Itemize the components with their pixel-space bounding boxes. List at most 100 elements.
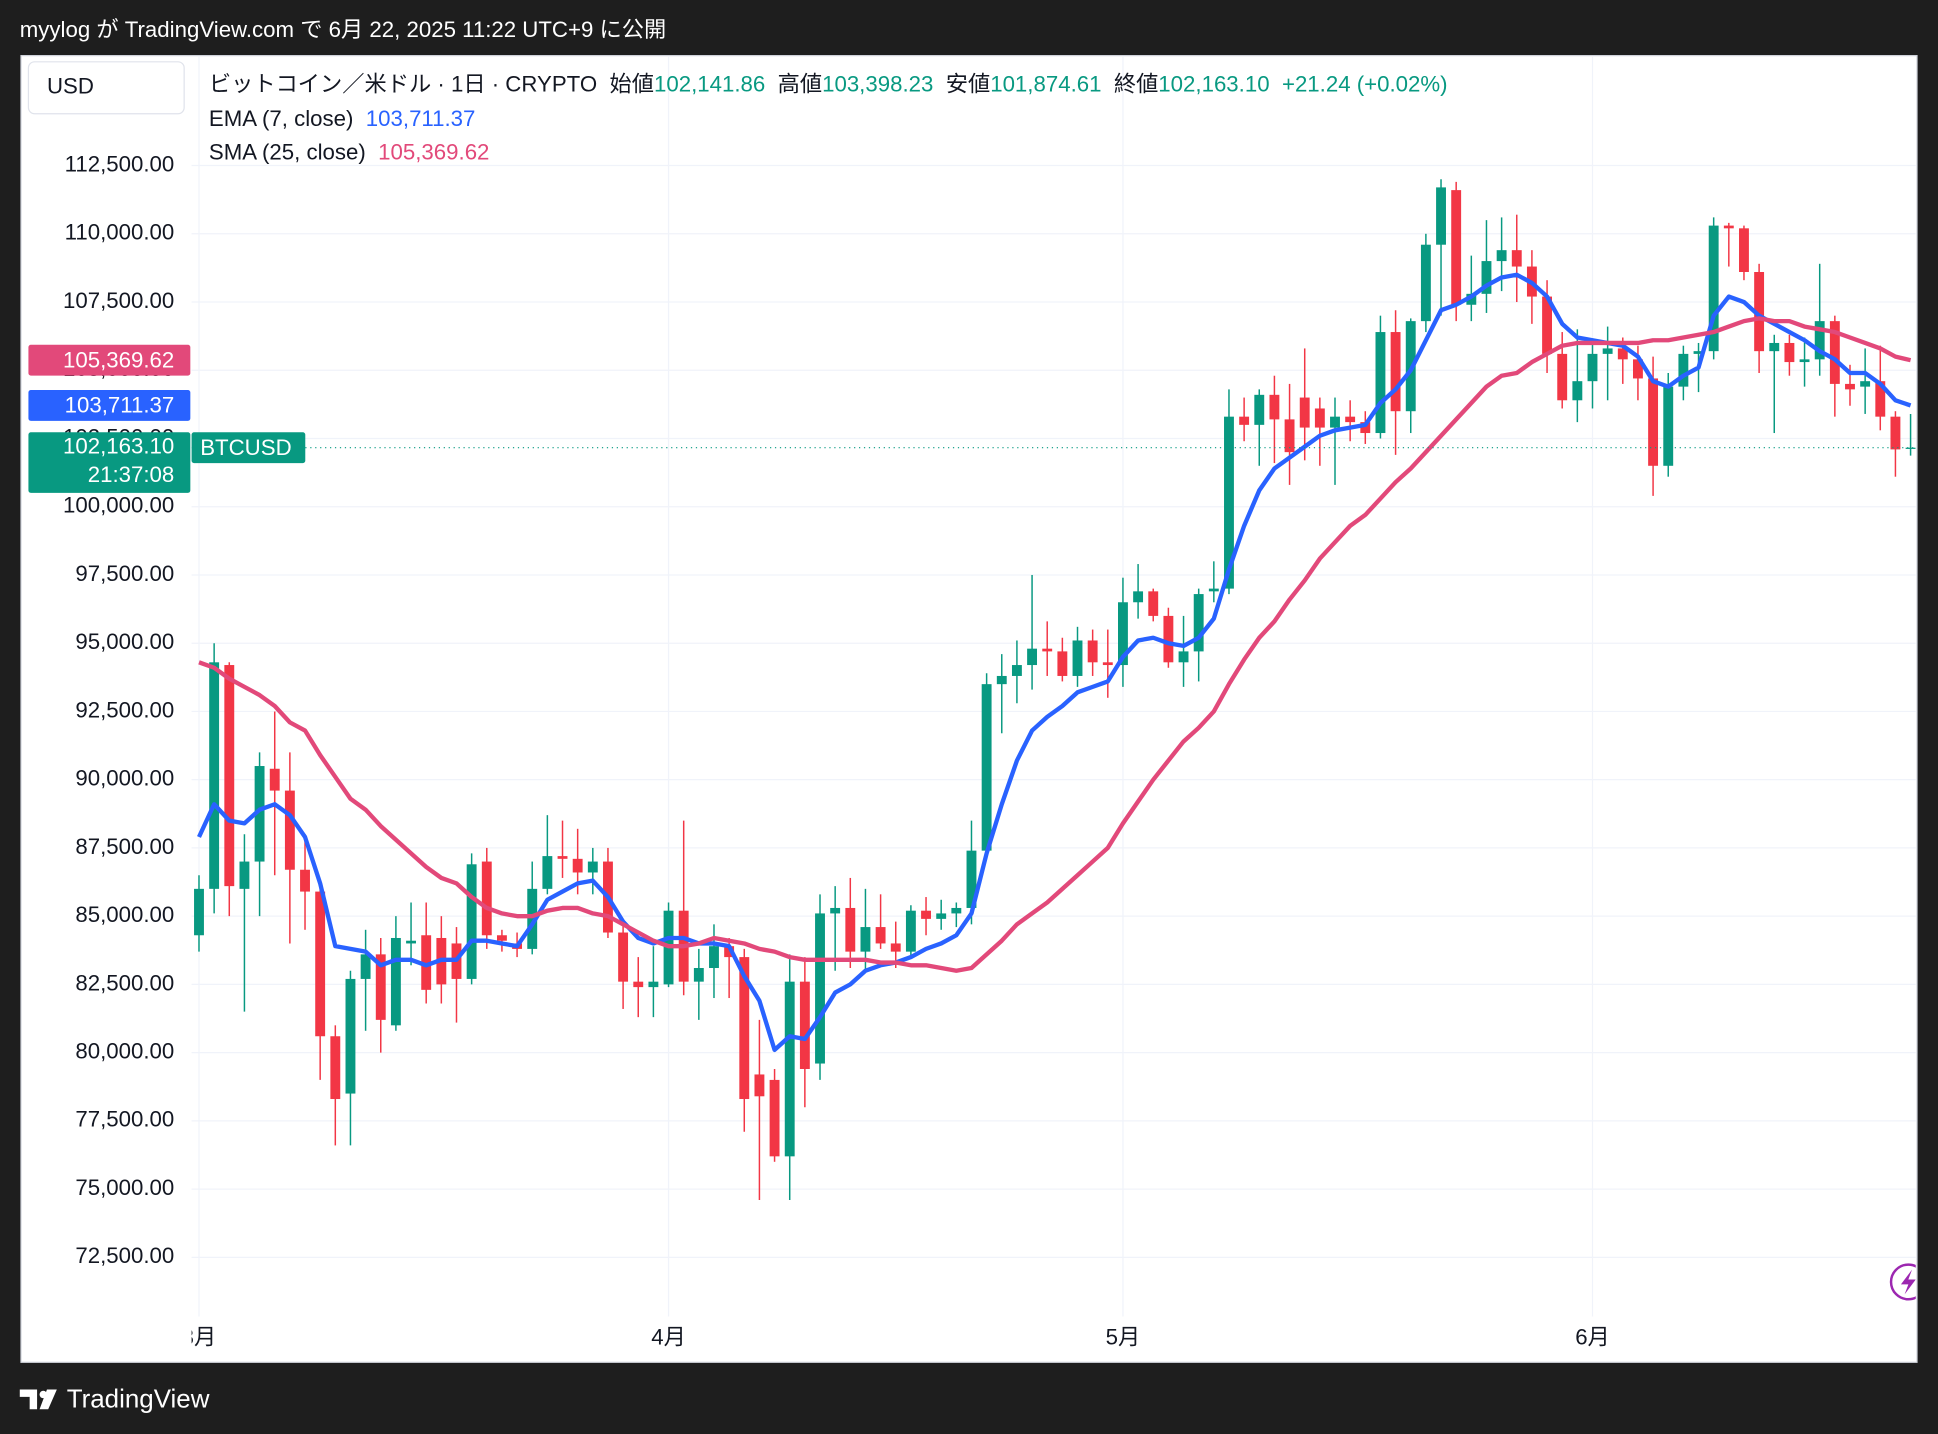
legend-text: 105,369.62 xyxy=(378,139,489,164)
candle-body xyxy=(1011,665,1022,676)
candle-body xyxy=(739,957,750,1100)
candle-body xyxy=(618,932,629,982)
legend-text: 安値 xyxy=(946,71,990,96)
series-price-label: 105,369.62 xyxy=(63,347,174,372)
alert-icon[interactable] xyxy=(1889,1263,1926,1301)
legend-text: 102,163.10 xyxy=(1158,71,1269,96)
y-tick-label: 97,500.00 xyxy=(75,561,174,586)
legend-text: SMA (25, close) xyxy=(209,139,366,164)
candle-body xyxy=(905,910,916,952)
legend-sma: SMA (25, close) 105,369.62 xyxy=(209,139,490,164)
candle-body xyxy=(542,856,553,889)
candle-body xyxy=(1617,348,1628,360)
candle-body xyxy=(1420,244,1431,322)
candle-body xyxy=(815,913,825,1064)
candle-body xyxy=(209,662,220,889)
candle-body xyxy=(1072,640,1083,676)
candle-body xyxy=(1390,332,1401,412)
candle-body xyxy=(966,850,977,908)
candle-body xyxy=(194,888,204,936)
candle-body xyxy=(784,981,795,1157)
candle-body xyxy=(633,981,644,988)
y-tick-label: 77,500.00 xyxy=(75,1107,174,1132)
candle-body xyxy=(1269,394,1280,420)
x-tick-label: 3月 xyxy=(182,1325,217,1350)
candle-body xyxy=(875,927,886,944)
candle-body xyxy=(1466,293,1477,305)
candle-body xyxy=(254,766,265,862)
candle-body xyxy=(1557,353,1568,401)
legend-text: 高値 xyxy=(778,71,822,96)
plot-area xyxy=(191,179,1916,1201)
candle-body xyxy=(1254,394,1265,425)
candle-body xyxy=(466,864,477,979)
candle-body xyxy=(1739,228,1749,273)
candle-body xyxy=(1163,615,1174,663)
candle-body xyxy=(1239,416,1250,425)
candle-body xyxy=(390,937,401,1026)
y-tick-label: 92,500.00 xyxy=(75,697,174,722)
x-tick-label: 5月 xyxy=(1106,1325,1141,1350)
publish-header: myylog が TradingView.com で 6月 22, 2025 1… xyxy=(20,17,666,42)
y-tick-label: 112,500.00 xyxy=(65,151,175,176)
candle-body xyxy=(709,946,719,969)
candle-body xyxy=(527,888,538,949)
footer-logo xyxy=(19,1389,57,1410)
symbol-tag-label: BTCUSD xyxy=(200,435,291,460)
candle-body xyxy=(1663,386,1674,466)
candle-body xyxy=(1330,416,1340,428)
candle-body xyxy=(239,861,250,889)
countdown-label: 21:37:08 xyxy=(88,462,175,487)
candle-body xyxy=(936,913,947,919)
candle-body xyxy=(1814,321,1825,360)
candle-body xyxy=(496,935,507,941)
candle-body xyxy=(421,935,432,990)
candle-body xyxy=(406,940,416,944)
candle-body xyxy=(1572,381,1583,401)
y-tick-label: 85,000.00 xyxy=(75,902,174,927)
candle-body xyxy=(1345,416,1356,423)
candle-body xyxy=(1451,190,1462,305)
candle-body xyxy=(1496,250,1507,262)
y-tick-label: 87,500.00 xyxy=(75,834,174,859)
candle-body xyxy=(360,954,371,979)
currency-label: USD xyxy=(47,74,94,99)
series-price-badge xyxy=(28,389,191,421)
candle-body xyxy=(1148,591,1159,616)
candle-body xyxy=(890,943,901,952)
candle-body xyxy=(845,907,856,952)
candle-body xyxy=(481,861,492,936)
candle-body xyxy=(1875,381,1886,417)
candle-body xyxy=(1436,187,1446,245)
candle-body xyxy=(269,768,280,791)
x-tick-label: 6月 xyxy=(1575,1325,1610,1350)
candle-body xyxy=(1648,378,1659,466)
candle-body xyxy=(1087,640,1098,663)
y-tick-label: 107,500.00 xyxy=(63,288,174,313)
candle-body xyxy=(557,856,568,859)
candle-body xyxy=(724,946,735,958)
candle-body xyxy=(1027,648,1038,666)
y-tick-label: 80,000.00 xyxy=(75,1038,174,1063)
candle-body xyxy=(1224,416,1234,589)
candle-body xyxy=(1723,225,1734,229)
candle-body xyxy=(1284,419,1295,453)
candle-body xyxy=(1178,651,1189,663)
candle-body xyxy=(1118,602,1128,666)
candle-body xyxy=(769,1079,780,1157)
currency-button[interactable] xyxy=(27,61,185,115)
candle-body xyxy=(799,981,810,1069)
series-price-badge xyxy=(28,344,191,376)
candle-body xyxy=(1208,588,1219,592)
footer-brand: TradingView xyxy=(67,1385,210,1413)
legend-text: 始値 xyxy=(610,71,654,96)
candle-body xyxy=(1708,225,1719,352)
candle-body xyxy=(572,858,583,873)
y-tick-label: 82,500.00 xyxy=(75,970,174,995)
price-badges: 103,711.37 105,369.62 102,163.10 21:37:08 BT… xyxy=(28,344,306,493)
y-tick-label: 90,000.00 xyxy=(75,766,174,791)
indicator-line xyxy=(197,272,1912,1053)
last-price-badge xyxy=(28,432,191,493)
candle-body xyxy=(1133,591,1144,603)
